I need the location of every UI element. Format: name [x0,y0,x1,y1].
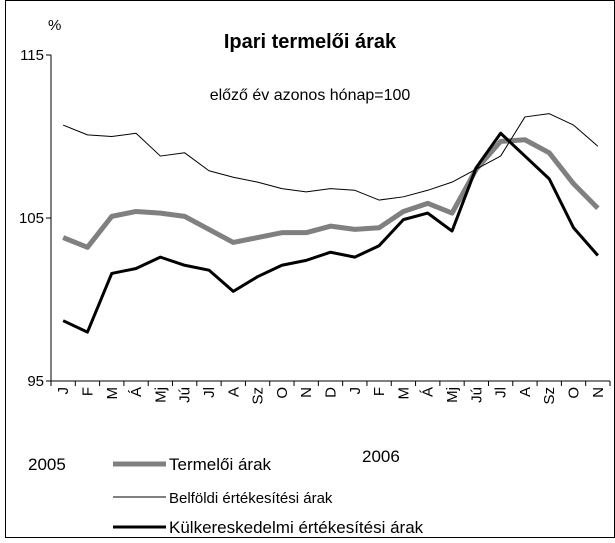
x-tick-label: O [566,387,583,399]
series-line [62,131,599,334]
year-label: 2006 [362,447,400,466]
chart-title: Ipari termelői árak [224,31,397,53]
x-tick-label: Mj [444,387,461,403]
x-tick-label: A [517,387,534,397]
x-tick-label: J [55,387,72,395]
series-line [62,113,599,201]
y-tick-label: 115 [20,47,44,64]
x-tick-label: M [104,387,121,400]
x-tick-label: Á [420,387,437,397]
x-tick-label: Jl [201,387,218,398]
x-tick-label: Sz [250,387,267,405]
chart-subtitle: előző év azonos hónap=100 [210,87,411,104]
legend-label: Termelői árak [169,455,272,474]
legend-label: Belföldi értékesítési árak [169,490,333,507]
x-tick-label: Mj [152,387,169,403]
x-tick-label: O [274,387,291,399]
x-tick-label: A [225,387,242,397]
y-axis-label: % [48,17,61,34]
x-tick-label: J [347,387,364,395]
year-label: 2005 [28,455,66,474]
x-tick-label: N [590,387,607,398]
y-tick-label: 95 [27,373,44,390]
x-tick-label: Jú [468,387,485,403]
x-tick-label: F [371,387,388,396]
frame [5,0,615,538]
legend-label: Külkereskedelmi értékesítési árak [169,518,424,537]
x-tick-label: Jl [493,387,510,398]
x-tick-label: D [323,387,340,398]
y-tick-label: 105 [19,210,44,227]
x-tick-label: Jú [177,387,194,403]
x-tick-label: Sz [541,387,558,405]
x-tick-label: N [298,387,315,398]
x-tick-label: Á [128,387,145,397]
x-tick-label: F [79,387,96,396]
x-tick-label: M [395,387,412,400]
